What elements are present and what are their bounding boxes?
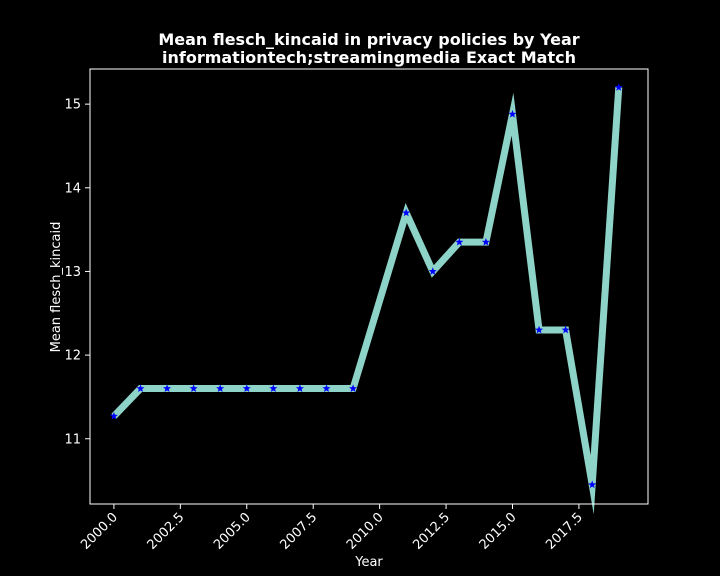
x-tick-label: 2007.5 bbox=[277, 510, 320, 553]
x-tick-label: 2000.0 bbox=[78, 510, 121, 553]
data-point-marker bbox=[109, 411, 118, 420]
chart-title: Mean flesch_kincaid in privacy policies … bbox=[158, 30, 579, 49]
y-tick-label: 13 bbox=[64, 265, 81, 280]
x-axis-label: Year bbox=[354, 555, 383, 570]
data-point-marker bbox=[136, 384, 145, 392]
data-point-marker bbox=[295, 384, 304, 392]
x-tick-label: 2002.5 bbox=[145, 510, 188, 553]
plot-frame bbox=[89, 68, 649, 505]
data-point-marker bbox=[349, 384, 358, 392]
data-point-marker bbox=[269, 384, 278, 392]
y-tick-label: 12 bbox=[64, 349, 81, 364]
data-point-marker bbox=[428, 267, 437, 275]
y-axis-label: Mean flesch_kincaid bbox=[49, 222, 64, 353]
x-tick-label: 2010.0 bbox=[344, 510, 387, 553]
x-tick-label: 2017.5 bbox=[543, 510, 586, 553]
plot-area bbox=[109, 83, 623, 515]
data-point-marker bbox=[402, 208, 411, 217]
y-tick-label: 15 bbox=[64, 98, 81, 113]
series-line bbox=[111, 87, 623, 515]
data-point-marker bbox=[535, 325, 544, 334]
y-tick-label: 11 bbox=[64, 432, 81, 447]
data-point-marker bbox=[163, 384, 172, 392]
y-tick-label: 14 bbox=[64, 181, 81, 196]
data-point-marker bbox=[216, 384, 225, 392]
data-point-marker bbox=[455, 237, 464, 246]
x-tick-label: 2015.0 bbox=[477, 510, 520, 553]
chart-subtitle: informationtech;streamingmedia Exact Mat… bbox=[162, 48, 576, 67]
data-point-marker bbox=[614, 83, 623, 91]
data-point-marker bbox=[242, 384, 251, 392]
data-point-marker bbox=[588, 480, 597, 489]
data-point-marker bbox=[189, 384, 198, 392]
data-point-marker bbox=[322, 384, 331, 392]
data-point-marker bbox=[481, 237, 490, 246]
data-point-marker bbox=[508, 109, 517, 118]
x-tick-label: 2012.5 bbox=[410, 510, 453, 553]
y-axis: 11 12 13 14 15 bbox=[64, 98, 90, 447]
x-tick-label: 2005.0 bbox=[211, 510, 254, 553]
x-axis: 2000.0 2002.5 2005.0 2007.5 2010.0 2012.5 2015… bbox=[78, 504, 586, 553]
data-point-marker bbox=[561, 325, 570, 334]
